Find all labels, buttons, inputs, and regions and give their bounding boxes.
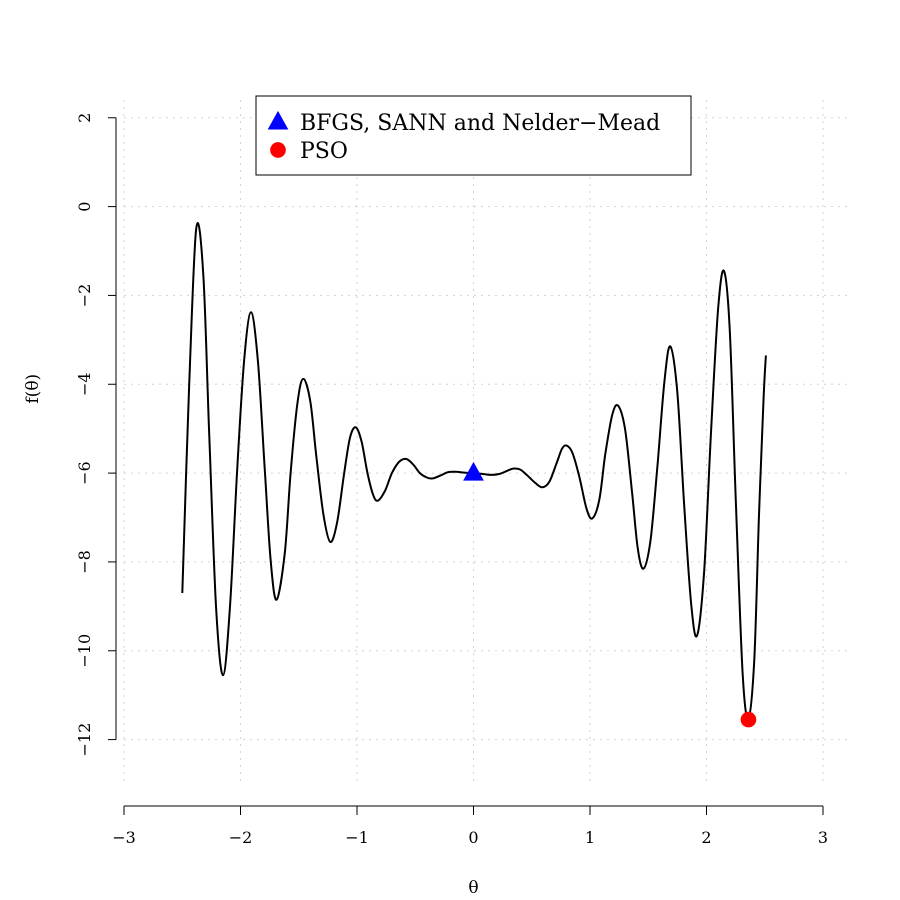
x-tick-label: −1	[345, 828, 369, 847]
y-tick-label: −2	[75, 284, 94, 308]
pso-optimum-marker	[740, 711, 757, 728]
y-tick-label: −10	[75, 634, 94, 668]
bfgs-sann-neldermead-optimum-marker	[463, 461, 484, 481]
y-tick-label: −4	[75, 372, 94, 396]
x-tick-label: −2	[229, 828, 253, 847]
y-tick-label: 2	[75, 113, 94, 123]
legend-circle-icon	[270, 142, 286, 158]
legend-entry-label: PSO	[300, 139, 348, 164]
y-ticks: −12 −10 −8 −6 −4 −2 0 2	[75, 113, 116, 757]
y-axis-label: f(θ)	[23, 374, 43, 404]
x-ticks: −3 −2 −1 0 1 2 3	[112, 806, 828, 847]
y-tick-label: −6	[75, 461, 94, 485]
axes	[115, 117, 823, 807]
y-tick-label: −8	[75, 550, 94, 574]
optimum-markers	[463, 461, 757, 728]
legend-entry-label: BFGS, SANN and Nelder−Mead	[300, 111, 660, 136]
legend: BFGS, SANN and Nelder−Mead PSO	[255, 95, 692, 176]
grid	[123, 100, 848, 784]
y-tick-label: −12	[75, 723, 94, 757]
x-tick-label: −3	[112, 828, 136, 847]
x-tick-label: 3	[818, 828, 828, 847]
y-tick-label: 0	[75, 202, 94, 212]
x-axis-label: θ	[468, 878, 478, 898]
x-tick-label: 0	[468, 828, 478, 847]
x-tick-label: 1	[585, 828, 595, 847]
legend-box	[255, 95, 692, 176]
legend-triangle-icon	[267, 110, 289, 130]
x-tick-label: 2	[701, 828, 711, 847]
